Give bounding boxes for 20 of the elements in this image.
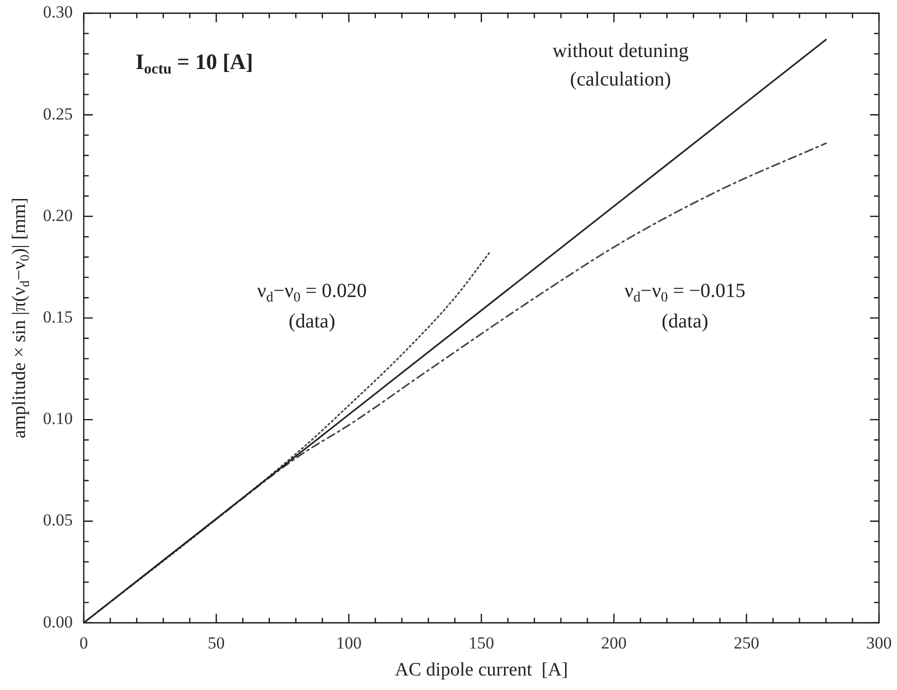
x-tick-label: 200	[601, 633, 627, 652]
y-axis-title: amplitude × sin |π(νd−ν0)| [mm]	[8, 198, 32, 438]
annotation: (calculation)	[570, 68, 672, 91]
x-tick-label: 150	[468, 633, 494, 652]
x-tick-label: 50	[208, 633, 225, 652]
annotation: (data)	[662, 310, 708, 333]
y-tick-label: 0.00	[43, 612, 73, 632]
y-tick-label: 0.30	[43, 2, 73, 22]
y-tick-label: 0.15	[43, 307, 73, 326]
x-tick-label: 300	[866, 633, 892, 652]
x-axis-title: AC dipole current [A]	[394, 660, 568, 681]
x-tick-label: 0	[80, 633, 88, 652]
annotation: without detuning	[552, 40, 689, 62]
y-tick-label: 0.05	[43, 510, 73, 530]
annotation: (data)	[288, 310, 336, 333]
x-tick-label: 250	[734, 633, 760, 652]
y-tick-label: 0.10	[43, 409, 73, 428]
y-tick-label: 0.25	[43, 104, 73, 124]
x-tick-label: 100	[336, 633, 362, 652]
y-tick-label: 0.20	[43, 206, 73, 225]
